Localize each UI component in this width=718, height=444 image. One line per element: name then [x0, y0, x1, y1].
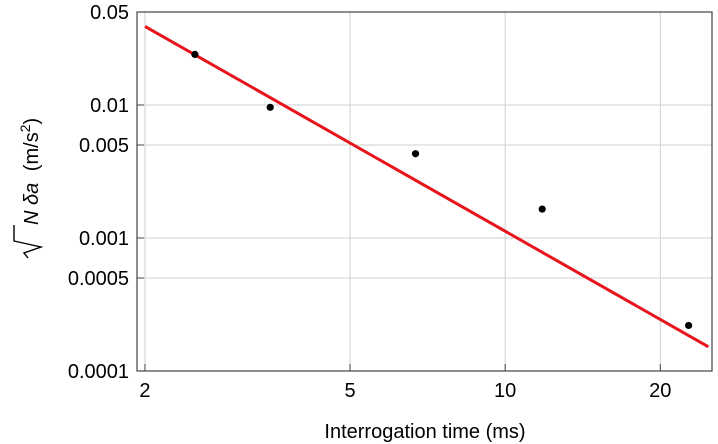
y-tick-labels: 0.0001 0.0005 0.001 0.005 0.01 0.05 [68, 2, 129, 383]
gridlines [137, 12, 712, 371]
y-axis-title-sup: 2 [17, 124, 33, 132]
x-tick-label: 5 [344, 380, 355, 402]
y-tick-label: 0.001 [79, 228, 129, 250]
svg-text:N δa (m/s2): N δa (m/s2) [17, 118, 43, 225]
y-tick-label: 0.0005 [68, 268, 129, 290]
y-tick-label: 0.005 [79, 135, 129, 157]
y-tick-label: 0.0001 [68, 361, 129, 383]
y-tick-label: 0.05 [90, 2, 129, 24]
y-axis-title-unit: (m/s [21, 132, 43, 171]
y-axis-title: N δa (m/s2) [13, 118, 44, 259]
data-point [685, 321, 693, 330]
x-tick-label: 2 [139, 380, 150, 402]
y-tick-label: 0.01 [90, 95, 129, 117]
x-axis-title: Interrogation time (ms) [324, 421, 525, 443]
x-tick-label: 10 [494, 380, 516, 402]
data-point [411, 150, 420, 158]
data-point [538, 205, 546, 213]
y-axis-title-prefix: N δa [21, 183, 43, 225]
axis-ticks [137, 11, 661, 372]
fit-line [144, 25, 710, 349]
plot-frame [136, 11, 713, 372]
x-tick-label: 20 [649, 380, 671, 402]
x-tick-labels: 2 5 10 20 [139, 380, 671, 402]
data-point [191, 50, 199, 58]
data-point [266, 103, 274, 111]
data-points [191, 50, 693, 330]
y-axis-title-close: ) [21, 118, 43, 125]
fit-lines [144, 25, 710, 349]
sqrt-symbol [13, 225, 44, 259]
